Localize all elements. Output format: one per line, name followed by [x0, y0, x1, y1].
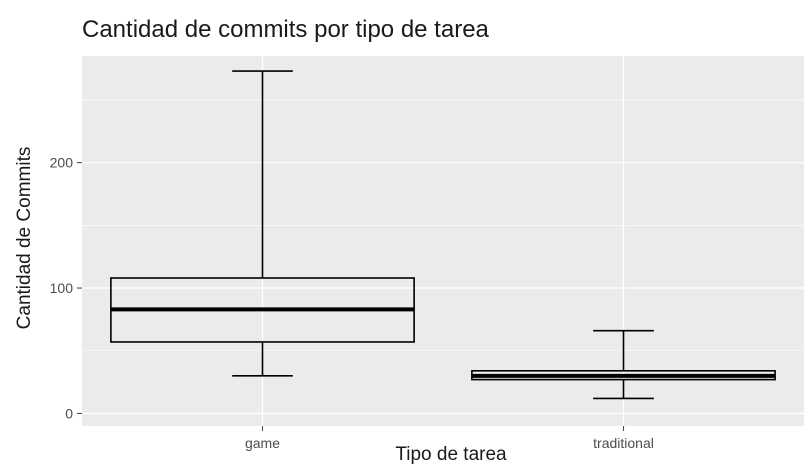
y-tick-label: 200	[50, 155, 74, 171]
x-tick-label: game	[245, 435, 280, 451]
y-tick-label: 0	[65, 405, 73, 421]
chart-title: Cantidad de commits por tipo de tarea	[82, 16, 490, 43]
boxes	[110, 70, 776, 400]
x-tick-label: traditional	[593, 435, 654, 451]
y-tick-label: 100	[50, 280, 74, 296]
y-axis-title: Cantidad de Commits	[14, 147, 35, 330]
box-traditional	[471, 329, 776, 400]
box-game	[110, 70, 415, 377]
x-axis-title: Tipo de tarea	[395, 444, 507, 465]
y-axis: 0 100 200	[50, 155, 82, 421]
x-axis: game traditional	[245, 426, 654, 451]
plot-panel	[82, 56, 804, 426]
